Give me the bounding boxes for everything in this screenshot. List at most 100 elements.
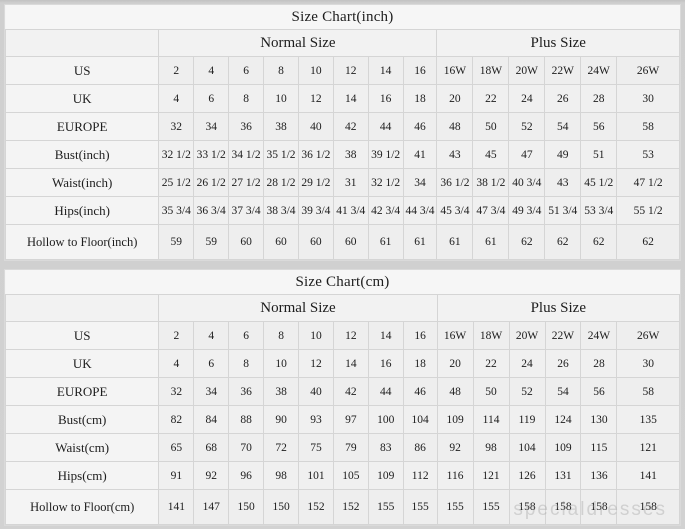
table-cell: 6 <box>193 84 230 113</box>
group-header-row: Normal Size Plus Size <box>4 29 680 57</box>
table-cell: 38 <box>332 140 369 169</box>
table-row: US 2 4 6 8 10 12 14 16 16W 18W 20W 22W 24W 26W <box>4 56 680 85</box>
table-row: Bust(inch) 32 1/2 33 1/2 34 1/2 35 1/2 36 1/2… <box>4 140 680 169</box>
table-cell: 101 <box>298 461 334 490</box>
row-label: Hips(cm) <box>4 461 160 490</box>
row-label: Waist(cm) <box>4 433 160 462</box>
table-cell: 33 1/2 <box>193 140 230 169</box>
size-chart-cm-body: Size Chart(cm) Normal Size Plus Size US 2 4 6 8… <box>4 270 681 525</box>
table-cell: 48 <box>436 377 474 406</box>
row-label: Hollow to Floor(cm) <box>4 489 160 525</box>
table-cell: 37 3/4 <box>228 196 265 225</box>
table-cell: 38 <box>263 377 300 406</box>
table-cell: 109 <box>436 405 474 434</box>
size-chart-inch-block: Size Chart(inch) Normal Size Plus Size US 2 4… <box>4 4 681 261</box>
table-row: EUROPE 32 34 36 38 40 42 44 46 48 50 52 54 56 58 <box>4 112 680 141</box>
table-cell: 86 <box>402 433 438 462</box>
table-cell: 20W <box>508 321 546 350</box>
table-cell: 60 <box>332 224 369 260</box>
table-cell: 10 <box>263 84 299 113</box>
table-cell: 26W <box>616 56 680 85</box>
table-cell: 52 <box>508 112 546 141</box>
row-label: UK <box>4 349 160 378</box>
table-cell: 14 <box>367 56 404 85</box>
table-cell: 61 <box>472 224 510 260</box>
row-label: EUROPE <box>4 112 160 141</box>
table-cell: 8 <box>263 321 300 350</box>
table-cell: 40 <box>297 112 334 141</box>
table-row: Waist(cm) 65 68 70 72 75 79 83 86 92 98 104 109 115 12… <box>4 433 680 462</box>
table-cell: 135 <box>616 405 680 434</box>
table-row: Bust(cm) 82 84 88 90 93 97 100 104 109 114 119 124 13… <box>4 405 680 434</box>
table-cell: 115 <box>580 433 618 462</box>
table-cell: 2 <box>158 321 195 350</box>
group-header-plus-size: Plus Size <box>436 29 680 57</box>
table-cell: 158 <box>544 489 582 525</box>
table-cell: 58 <box>616 377 680 406</box>
table-cell: 60 <box>228 224 265 260</box>
table-cell: 79 <box>332 433 369 462</box>
table-cell: 150 <box>228 489 265 525</box>
table-cell: 90 <box>263 405 300 434</box>
row-label: EUROPE <box>4 377 160 406</box>
table-cell: 97 <box>332 405 369 434</box>
table-row: Waist(inch) 25 1/2 26 1/2 27 1/2 28 1/2 29 1/… <box>4 168 680 197</box>
table-cell: 28 1/2 <box>263 168 299 197</box>
row-label: Waist(inch) <box>4 168 160 197</box>
table-cell: 109 <box>367 461 404 490</box>
table-cell: 14 <box>332 84 369 113</box>
table-cell: 16 <box>367 349 404 378</box>
table-row: EUROPE 32 34 36 38 40 42 44 46 48 50 52 54 56 58 <box>4 377 680 406</box>
table-cell: 54 <box>544 377 582 406</box>
table-cell: 27 1/2 <box>228 168 265 197</box>
table-cell: 42 <box>332 112 369 141</box>
table-cell: 152 <box>298 489 334 525</box>
table-cell: 147 <box>193 489 230 525</box>
table-cell: 43 <box>544 168 582 197</box>
table-cell: 91 <box>158 461 195 490</box>
table-cell: 24 <box>508 349 546 378</box>
table-cell: 8 <box>263 56 299 85</box>
size-chart-inch-table: Size Chart(inch) Normal Size Plus Size US 2 4… <box>4 5 680 260</box>
table-cell: 62 <box>580 224 618 260</box>
table-cell: 18 <box>402 349 438 378</box>
table-cell: 84 <box>193 405 230 434</box>
table-cell: 56 <box>580 377 618 406</box>
table-cell: 39 1/2 <box>367 140 404 169</box>
table-cell: 62 <box>544 224 582 260</box>
table-cell: 4 <box>193 321 230 350</box>
table-cell: 24W <box>580 56 618 85</box>
table-cell: 52 <box>508 377 546 406</box>
row-label: Bust(cm) <box>4 405 160 434</box>
table-cell: 26 <box>544 349 582 378</box>
table-cell: 62 <box>508 224 546 260</box>
group-header-row: Normal Size Plus Size <box>4 294 681 322</box>
table-cell: 39 3/4 <box>297 196 334 225</box>
table-cell: 65 <box>158 433 195 462</box>
table-cell: 158 <box>616 489 680 525</box>
chart-title: Size Chart(cm) <box>5 270 680 295</box>
table-cell: 18 <box>402 84 438 113</box>
table-cell: 44 <box>367 112 404 141</box>
table-cell: 42 3/4 <box>367 196 404 225</box>
table-cell: 10 <box>297 56 334 85</box>
table-cell: 124 <box>544 405 582 434</box>
table-row: Hips(inch) 35 3/4 36 3/4 37 3/4 38 3/4 39 3/4… <box>4 196 680 225</box>
table-cell: 130 <box>580 405 618 434</box>
size-chart-cm-block: Size Chart(cm) Normal Size Plus Size US 2 4 6 8… <box>4 269 681 526</box>
table-cell: 22 <box>472 349 510 378</box>
table-cell: 16 <box>367 84 404 113</box>
table-cell: 43 <box>436 140 474 169</box>
row-label: Bust(inch) <box>4 140 160 169</box>
table-cell: 47 3/4 <box>472 196 510 225</box>
table-row: Hips(cm) 91 92 96 98 101 105 109 112 116 121 126 131… <box>4 461 680 490</box>
group-header-corner <box>4 294 160 322</box>
table-cell: 70 <box>228 433 265 462</box>
table-cell: 14 <box>332 349 369 378</box>
row-label: Hollow to Floor(inch) <box>4 224 160 260</box>
table-cell: 18W <box>472 56 510 85</box>
table-cell: 10 <box>263 349 300 378</box>
table-cell: 45 1/2 <box>580 168 618 197</box>
table-cell: 40 3/4 <box>508 168 546 197</box>
